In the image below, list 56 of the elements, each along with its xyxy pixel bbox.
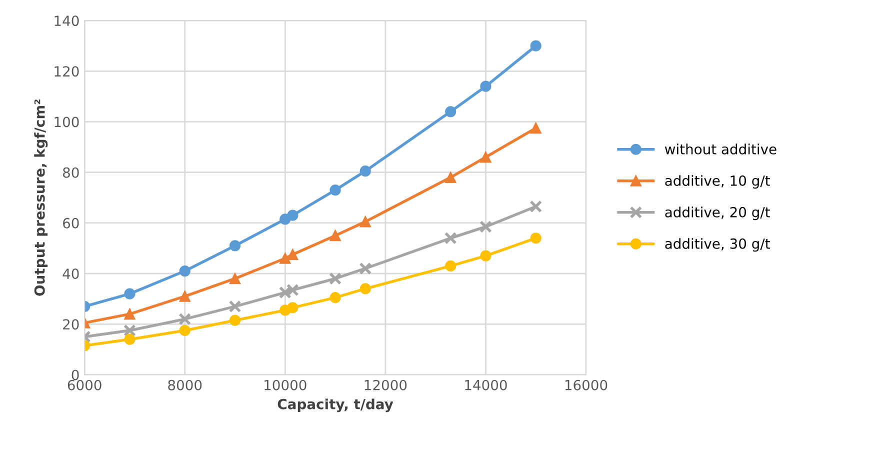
point <box>179 290 190 302</box>
point <box>123 324 136 337</box>
point <box>330 184 341 196</box>
legend-label: additive, 20 g/t <box>665 206 770 220</box>
x-tick-label: 10000 <box>264 380 306 390</box>
y-tick-label: 140 <box>54 16 79 26</box>
point <box>360 166 371 177</box>
point <box>229 314 241 326</box>
x-tick-label: 12000 <box>364 380 407 390</box>
point <box>480 152 492 163</box>
point <box>445 106 456 118</box>
point <box>178 312 192 326</box>
y-axis-title: Output pressure, kgf/cm² <box>34 100 48 296</box>
point <box>330 292 341 304</box>
point <box>179 324 190 336</box>
x-axis-title: Capacity, t/day <box>278 398 394 412</box>
point <box>280 252 291 264</box>
y-tick-label: 80 <box>62 167 79 178</box>
point <box>530 40 542 52</box>
point <box>360 216 371 228</box>
point <box>480 250 492 262</box>
point <box>444 232 457 244</box>
point <box>530 232 542 244</box>
point <box>229 273 241 284</box>
y-tick-label: 100 <box>54 116 79 128</box>
point <box>330 230 341 242</box>
x-tick-label: 8000 <box>168 380 202 390</box>
x-tick-label: 14000 <box>465 380 507 390</box>
x-tick-label: 6000 <box>68 380 102 390</box>
legend-label: additive, 10 g/t <box>665 175 770 189</box>
legend-label: additive, 30 g/t <box>665 238 770 252</box>
point <box>479 220 492 233</box>
x-tick-label: 16000 <box>565 380 608 390</box>
y-tick-label: 60 <box>63 218 79 228</box>
point <box>287 210 298 221</box>
point <box>359 262 372 275</box>
point <box>287 249 298 260</box>
point <box>329 272 342 285</box>
point <box>228 300 242 313</box>
point <box>360 283 371 294</box>
y-tick-label: 40 <box>62 268 79 280</box>
legend-label: without additive <box>664 144 776 154</box>
point <box>229 240 241 252</box>
point <box>530 200 542 213</box>
point <box>124 288 136 300</box>
point <box>445 172 456 183</box>
point <box>445 260 456 272</box>
y-tick-label: 20 <box>63 319 79 330</box>
y-tick-label: 120 <box>54 66 79 77</box>
point <box>179 265 190 277</box>
point <box>124 334 136 345</box>
point <box>480 80 492 92</box>
point <box>124 308 136 320</box>
point <box>287 302 298 314</box>
y-tick-label: 0 <box>72 370 79 380</box>
point <box>530 122 542 134</box>
